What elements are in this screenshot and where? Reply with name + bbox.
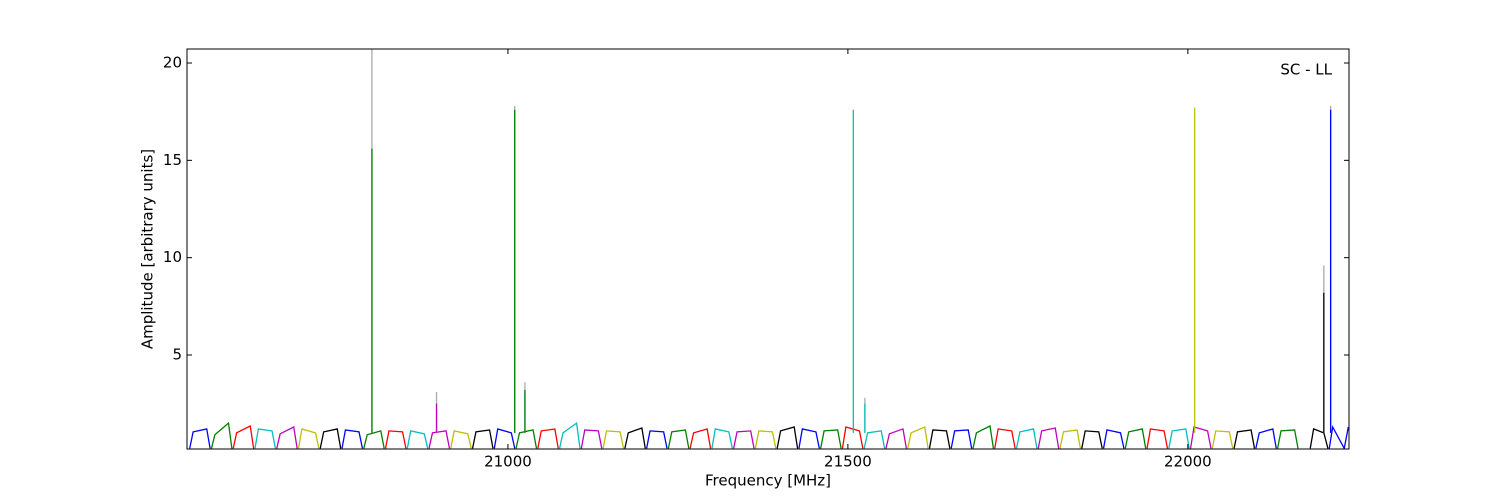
spectrum-line [907,426,929,449]
spectrum-line [515,429,538,449]
y-tick-label: 20 [163,54,182,72]
spectrum-line [645,430,668,449]
spectrum-line [1146,428,1169,449]
y-tick-label: 10 [163,248,182,266]
x-tick-label: 21500 [824,453,872,471]
spectrum-line [580,429,603,449]
spectrum-line [1168,428,1190,449]
spectrum-line [1211,430,1234,449]
spectrum-line [863,430,886,449]
spectrum-line [820,429,842,449]
spectrum-line [667,429,690,449]
y-tick-label: 5 [172,345,182,363]
spectrum-line [711,428,733,449]
spectrum-line [624,427,646,449]
spectrum-line [493,428,516,449]
spectrum-line [1189,426,1212,449]
spectrum-line [1124,428,1147,449]
spectrum-line [471,429,494,449]
spectrum-line [776,426,799,449]
spectrum-line [1081,430,1103,449]
spectrum-line [384,430,407,449]
spectrum-line [363,430,385,449]
spectrum-line [841,426,864,449]
spectrum-line [1328,425,1349,449]
spectrum-line [1059,429,1082,449]
annotation: SC - LL [1280,61,1332,79]
spectrum-line [319,428,342,449]
spectrum-line [232,425,255,449]
spectrum-line [994,428,1016,449]
spectrum-line [733,430,755,449]
spectrum-line [798,428,820,449]
x-axis-label: Frequency [MHz] [705,472,831,490]
spectrum-line [1233,429,1256,449]
spectrum-line [754,430,777,449]
plot-area [189,49,1349,449]
spectrum-line [558,421,581,449]
spectrum-line [341,429,364,449]
spectrum-line [1015,428,1038,449]
y-axis-label: Amplitude [arbitrary units] [139,149,157,349]
spectrum-line [297,428,320,449]
spectrum-line [928,429,951,449]
spectrum-line [406,430,429,449]
spectrum-line [1037,427,1060,449]
spectrum-line [450,430,472,449]
spectrum-line [1276,429,1299,449]
x-tick-label: 22000 [1164,453,1212,471]
spectrum-line [210,421,233,449]
spectrum-line [885,428,908,449]
x-tick-label: 21000 [484,453,532,471]
spectrum-line [1309,428,1329,449]
spectrum-line [689,428,712,449]
spectrum-line [189,428,211,449]
spectrum-line [254,428,277,449]
spectrum-line [972,425,995,449]
spectrum-line [276,426,298,449]
spectrum-line [428,430,451,449]
spectrum-line [602,430,625,449]
spectrum-line [1255,428,1277,449]
spectrum-line [1102,429,1125,449]
axes-frame [186,48,1350,450]
spectrum-line [950,429,973,449]
spectrum-line [537,428,559,449]
y-tick-label: 15 [163,151,182,169]
